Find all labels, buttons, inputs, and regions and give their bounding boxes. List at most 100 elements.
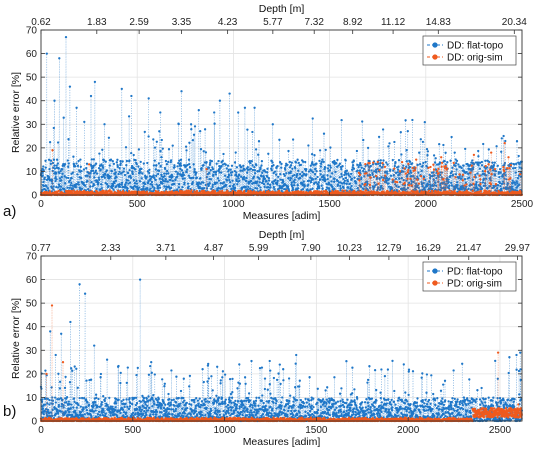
data-point <box>476 172 479 175</box>
data-point <box>259 186 262 189</box>
data-point <box>222 181 226 184</box>
data-point <box>487 172 491 175</box>
data-point <box>477 149 480 153</box>
data-point <box>116 158 119 161</box>
data-point <box>87 163 91 166</box>
data-point <box>183 177 186 180</box>
data-point <box>125 159 129 163</box>
data-point <box>80 169 83 173</box>
data-point <box>267 176 271 180</box>
data-point <box>474 173 477 177</box>
data-point <box>514 183 517 186</box>
data-point <box>388 177 391 180</box>
data-point <box>85 167 88 170</box>
data-point <box>137 188 140 192</box>
data-point <box>360 166 363 169</box>
data-point <box>421 164 424 167</box>
data-point <box>141 172 144 175</box>
data-point <box>379 159 382 162</box>
data-point <box>118 167 121 170</box>
data-point <box>114 179 118 183</box>
data-point <box>465 183 468 186</box>
data-point <box>302 160 305 163</box>
data-point <box>424 160 427 164</box>
data-point <box>202 181 205 184</box>
data-point <box>419 138 422 141</box>
data-point <box>253 106 256 109</box>
data-point <box>179 162 182 165</box>
data-point <box>248 187 252 190</box>
data-point <box>257 184 260 187</box>
data-point <box>210 187 213 190</box>
data-point <box>343 189 347 192</box>
data-point <box>213 122 216 125</box>
y-tick-label: 0 <box>31 191 37 202</box>
data-point <box>374 174 378 178</box>
data-point <box>362 169 365 173</box>
data-point <box>395 180 399 184</box>
data-point <box>260 164 263 167</box>
data-point <box>406 170 409 174</box>
data-point <box>187 185 190 188</box>
data-point <box>276 181 279 185</box>
data-point <box>171 144 174 147</box>
data-point <box>127 115 131 118</box>
data-point <box>179 167 182 171</box>
data-point <box>344 176 348 180</box>
data-point <box>180 169 184 172</box>
data-point <box>178 159 181 162</box>
data-point <box>235 166 239 169</box>
data-point <box>313 154 316 157</box>
data-point <box>478 174 481 177</box>
data-point <box>368 159 371 163</box>
data-point <box>356 169 359 172</box>
data-point <box>75 106 78 109</box>
data-point <box>148 171 151 175</box>
data-point <box>397 159 401 162</box>
data-point <box>498 175 501 179</box>
data-point <box>76 164 80 168</box>
data-point <box>345 182 348 186</box>
data-point <box>109 158 113 161</box>
data-point <box>450 181 453 184</box>
data-point <box>153 159 156 162</box>
data-point <box>315 170 318 173</box>
data-point <box>140 167 143 171</box>
data-point <box>42 169 45 172</box>
data-point <box>104 173 107 176</box>
data-point <box>417 182 421 185</box>
data-point <box>363 182 367 186</box>
data-point <box>113 181 116 185</box>
data-point <box>405 149 408 152</box>
data-point <box>324 148 327 152</box>
data-point <box>366 146 370 150</box>
data-point <box>176 175 179 178</box>
data-point <box>339 184 342 188</box>
data-point <box>340 118 343 122</box>
data-point <box>318 187 321 190</box>
data-point <box>71 184 74 187</box>
data-point <box>487 163 490 166</box>
data-point <box>328 169 331 172</box>
data-point <box>322 132 326 135</box>
data-point <box>211 183 214 187</box>
data-point <box>479 182 482 186</box>
data-point <box>372 161 375 164</box>
data-point <box>479 190 483 193</box>
data-point <box>498 181 502 185</box>
data-point <box>500 182 504 186</box>
data-point <box>493 167 497 171</box>
data-point <box>349 172 353 176</box>
data-point <box>151 183 154 187</box>
data-point <box>79 165 82 168</box>
data-point <box>115 161 118 164</box>
data-point <box>247 189 250 193</box>
data-point <box>146 181 150 185</box>
data-point <box>377 135 381 139</box>
data-point <box>504 139 507 143</box>
data-point <box>98 152 101 155</box>
data-point <box>70 176 73 180</box>
data-point <box>502 165 505 169</box>
data-point <box>49 159 53 162</box>
